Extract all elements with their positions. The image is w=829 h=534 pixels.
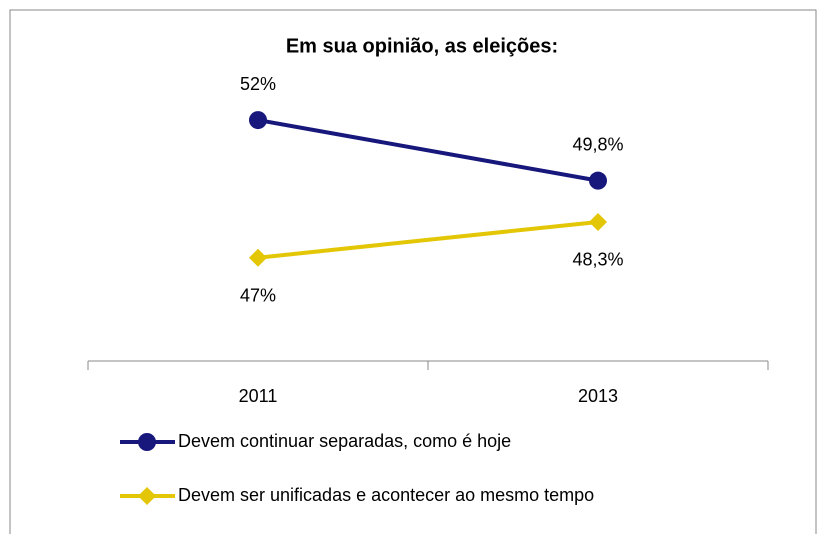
- x-axis: [87, 360, 769, 370]
- point: [589, 171, 607, 190]
- legend-marker: [138, 433, 156, 451]
- x-tick-label: 2011: [239, 386, 278, 406]
- data-label: 52%: [240, 74, 276, 94]
- data-label: 49,8%: [572, 134, 623, 154]
- chart-frame: [9, 9, 817, 534]
- series-line: [257, 118, 599, 183]
- x-tick-label: 2013: [578, 386, 618, 406]
- chart-title: Em sua opinião, as eleições:: [286, 35, 558, 57]
- point: [589, 212, 607, 231]
- point: [249, 111, 267, 130]
- series-line: [257, 219, 599, 260]
- legend-label: Devem continuar separadas, como é hoje: [178, 431, 511, 451]
- data-label: 47%: [240, 285, 276, 305]
- legend-marker: [138, 487, 156, 505]
- legend-label: Devem ser unificadas e acontecer ao mesm…: [178, 485, 594, 505]
- point: [249, 248, 267, 267]
- data-label: 48,3%: [572, 250, 623, 270]
